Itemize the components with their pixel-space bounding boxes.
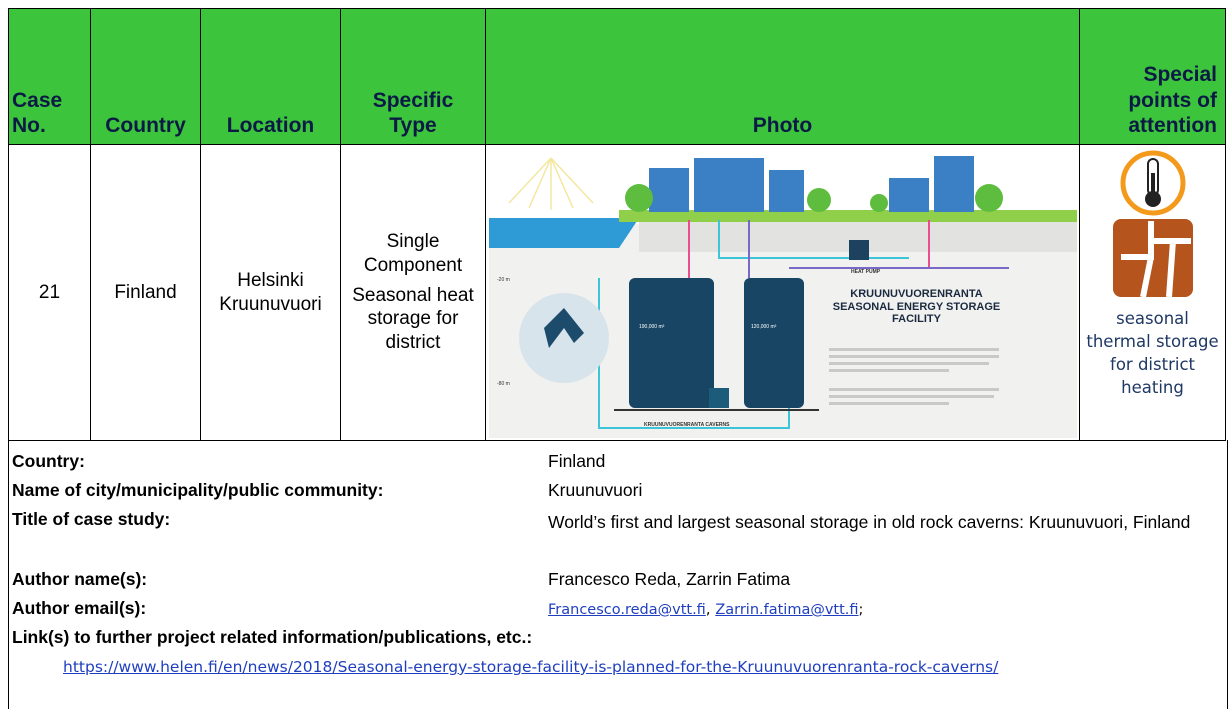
photo-label: KRUUNUVUORENRANTA CAVERNS (644, 422, 730, 428)
header-cell: Country (90, 8, 201, 145)
header-cell: Case No. (8, 8, 91, 145)
header-cell: Specific Type (340, 8, 486, 145)
info-value: Francesco Reda, Zarrin Fatima (548, 569, 791, 589)
info-value: https://www.helen.fi/en/news/2018/Season… (63, 656, 998, 677)
photo: HEAT PUMP 190,000 m³ 120,000 m³ KRUUNUVU… (488, 147, 1077, 438)
email-link[interactable]: Francesco.reda@vtt.fi (548, 602, 706, 618)
specific-type: Single Component Seasonal heat storage f… (340, 144, 486, 441)
location: Helsinki Kruunuvuori (200, 144, 341, 441)
info-box (8, 440, 1228, 709)
special-points: seasonal thermal storage for district he… (1079, 144, 1226, 441)
photo-cell: HEAT PUMP 190,000 m³ 120,000 m³ KRUUNUVU… (485, 144, 1080, 441)
project-link[interactable]: https://www.helen.fi/en/news/2018/Season… (63, 658, 999, 676)
info-label: Name of city/municipality/public communi… (12, 480, 384, 500)
separator: , (705, 602, 711, 618)
info-label: Link(s) to further project related infor… (12, 627, 533, 647)
info-label: Author email(s): (12, 598, 147, 618)
header-cell: Location (200, 8, 341, 145)
info-value: World’s first and largest seasonal stora… (548, 512, 1191, 532)
type-line: Seasonal heat storage for district (352, 284, 474, 354)
photo-label: 190,000 m³ (639, 324, 665, 330)
country: Finland (90, 144, 201, 441)
photo-label: HEAT PUMP (851, 269, 881, 275)
info-label: Country: (12, 451, 85, 471)
header-cell: Special points of attention (1079, 8, 1226, 145)
special-text: seasonal thermal storage for district he… (1086, 309, 1219, 398)
photo-label: -20 m (497, 277, 510, 283)
type-line: Single Component (363, 231, 463, 276)
separator: ; (858, 602, 864, 618)
photo-title: KRUUNUVUORENRANTA SEASONAL ENERGY STORAG… (832, 287, 1000, 325)
info-label: Title of case study: (12, 509, 171, 529)
email-link[interactable]: Zarrin.fatima@vtt.fi (715, 602, 859, 618)
photo-label: 120,000 m³ (751, 324, 777, 330)
info-value: Finland (548, 451, 606, 471)
info-value: Kruunuvuori (548, 480, 643, 500)
icons (1112, 150, 1193, 298)
header-cell: Photo (485, 8, 1080, 145)
case-no: 21 (8, 144, 91, 441)
photo-label: -80 m (497, 381, 510, 387)
info-value: Francesco.reda@vtt.fi, Zarrin.fatima@vtt… (548, 598, 863, 619)
info-label: Author name(s): (12, 569, 148, 589)
